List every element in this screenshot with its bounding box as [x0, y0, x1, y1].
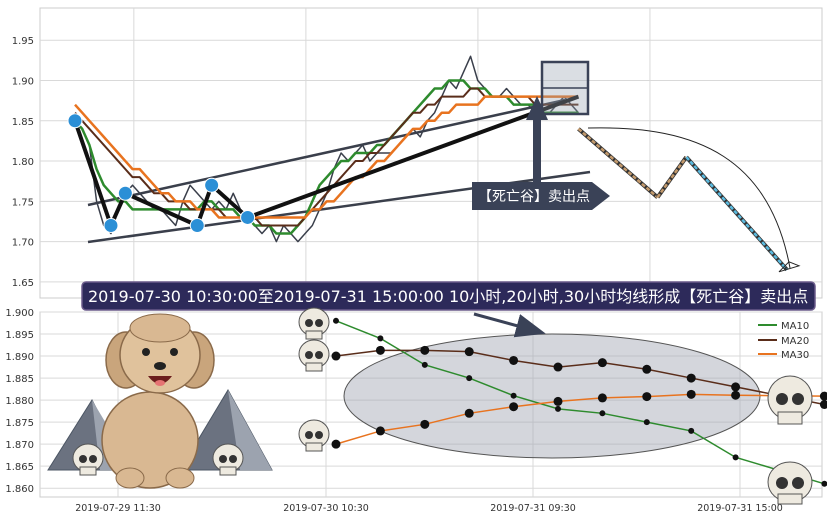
data-point-ma30	[731, 390, 741, 400]
x-tick-label: 2019-07-30 10:30	[283, 503, 369, 514]
data-point-ma20	[331, 351, 341, 361]
data-point-ma30	[420, 419, 430, 429]
data-point-ma20	[597, 358, 607, 368]
data-point-ma10	[555, 405, 561, 412]
skull-icon	[298, 307, 330, 340]
series-line-ma20	[335, 349, 825, 406]
data-point-ma20	[420, 345, 430, 355]
callout-label: 【死亡谷】卖出点	[478, 189, 590, 205]
pivot-point	[240, 209, 256, 225]
series-line-ma10	[335, 320, 825, 485]
data-point-ma20	[375, 345, 385, 355]
y-tick-label: 1.890	[5, 352, 34, 363]
data-point-ma20	[464, 347, 474, 357]
y-tick-label: 1.70	[12, 238, 34, 249]
skull-icon	[767, 461, 813, 505]
data-point-ma30	[331, 439, 341, 449]
skull-icon	[72, 443, 104, 476]
skull-icon	[767, 375, 813, 425]
data-point-ma20	[731, 382, 741, 392]
y-tick-label: 1.75	[12, 197, 34, 208]
summary-banner: 2019-07-30 10:30:00至2019-07-31 15:00:00 …	[81, 281, 816, 311]
pivot-point	[117, 185, 133, 201]
crossover-highlight-ellipse	[343, 333, 761, 459]
pivot-point	[204, 177, 220, 193]
data-point-ma10	[821, 480, 827, 487]
price-plot-area	[39, 7, 823, 299]
callout-box: 【死亡谷】卖出点	[472, 182, 610, 210]
data-point-ma10	[510, 392, 517, 399]
y-tick-label: 1.95	[12, 36, 34, 47]
projection-segment	[577, 127, 659, 199]
projection-segment	[656, 156, 688, 199]
ma-x-ticks: 2019-07-29 11:30 2019-07-30 10:30 2019-07-…	[75, 503, 783, 514]
data-point-ma30	[642, 392, 652, 402]
data-point-ma10	[333, 317, 339, 324]
price-y-ticks: 1.95 1.90 1.85 1.80 1.75 1.70 1.65	[12, 36, 34, 289]
y-tick-label: 1.880	[5, 396, 34, 407]
series-line-ma30	[335, 393, 825, 445]
y-tick-label: 1.90	[12, 77, 34, 88]
y-tick-label: 1.65	[12, 278, 34, 289]
ma-series	[331, 317, 827, 487]
y-tick-label: 1.85	[12, 117, 34, 128]
price-panel: 1.95 1.90 1.85 1.80 1.75 1.70 1.65 【死亡谷】卖出点	[12, 7, 823, 299]
banner-text: 2019-07-30 10:30:00至2019-07-31 15:00:00 …	[88, 287, 808, 306]
data-point-ma10	[732, 454, 739, 461]
projection-path	[577, 127, 801, 273]
data-point-ma30	[686, 389, 696, 399]
series-line-ma30	[74, 95, 579, 219]
data-point-ma20	[686, 373, 696, 383]
x-tick-label: 2019-07-29 11:30	[75, 503, 161, 514]
projection-arc	[587, 127, 791, 269]
y-tick-label: 1.870	[5, 440, 34, 451]
legend-label-ma30: MA30	[781, 350, 809, 361]
pivot-point	[67, 113, 83, 129]
data-point-ma30	[597, 393, 607, 403]
data-point-ma10	[421, 361, 428, 368]
ma-y-ticks: 1.900 1.895 1.890 1.885 1.880 1.875 1.870 1.865…	[5, 308, 34, 495]
data-point-ma30	[375, 426, 385, 436]
data-point-ma30	[509, 402, 519, 412]
legend-label-ma10: MA10	[781, 321, 809, 332]
data-point-ma30	[464, 408, 474, 418]
data-point-ma20	[553, 362, 563, 372]
x-tick-label: 2019-07-31 09:30	[490, 503, 576, 514]
y-tick-label: 1.885	[5, 374, 34, 385]
pivot-point	[189, 218, 205, 233]
projection-end-marker	[778, 261, 801, 273]
y-tick-label: 1.80	[12, 157, 34, 168]
y-tick-label: 1.875	[5, 418, 34, 429]
data-point-ma30	[819, 391, 827, 401]
x-tick-label: 2019-07-31 15:00	[697, 503, 783, 514]
data-point-ma20	[819, 400, 827, 409]
data-point-ma20	[509, 355, 519, 365]
banner-pointer-arrow	[473, 312, 546, 338]
ma-legend: MA10 MA20 MA30	[758, 321, 809, 361]
data-point-ma10	[643, 419, 650, 426]
legend-label-ma20: MA20	[781, 336, 809, 347]
pivot-point	[103, 218, 119, 233]
callout-arrow-up	[526, 96, 548, 182]
projection-segment	[685, 156, 788, 271]
y-tick-label: 1.895	[5, 330, 34, 341]
data-point-ma30	[553, 396, 563, 406]
channel-upper-line	[87, 98, 566, 207]
pivot-zigzag	[67, 94, 580, 233]
y-tick-label: 1.860	[5, 484, 34, 495]
data-point-ma10	[599, 410, 606, 417]
skull-icon	[298, 339, 330, 372]
skull-icon	[298, 419, 330, 452]
data-point-ma10	[377, 335, 384, 342]
data-point-ma10	[466, 375, 473, 382]
y-tick-label: 1.900	[5, 308, 34, 319]
ma-detail-panel: 1.900 1.895 1.890 1.885 1.880 1.875 1.870 1.865…	[5, 307, 827, 514]
banner-background	[81, 281, 816, 311]
skull-icon	[212, 443, 244, 476]
y-tick-label: 1.865	[5, 462, 34, 473]
data-point-ma10	[688, 427, 695, 434]
data-point-ma20	[642, 364, 652, 374]
